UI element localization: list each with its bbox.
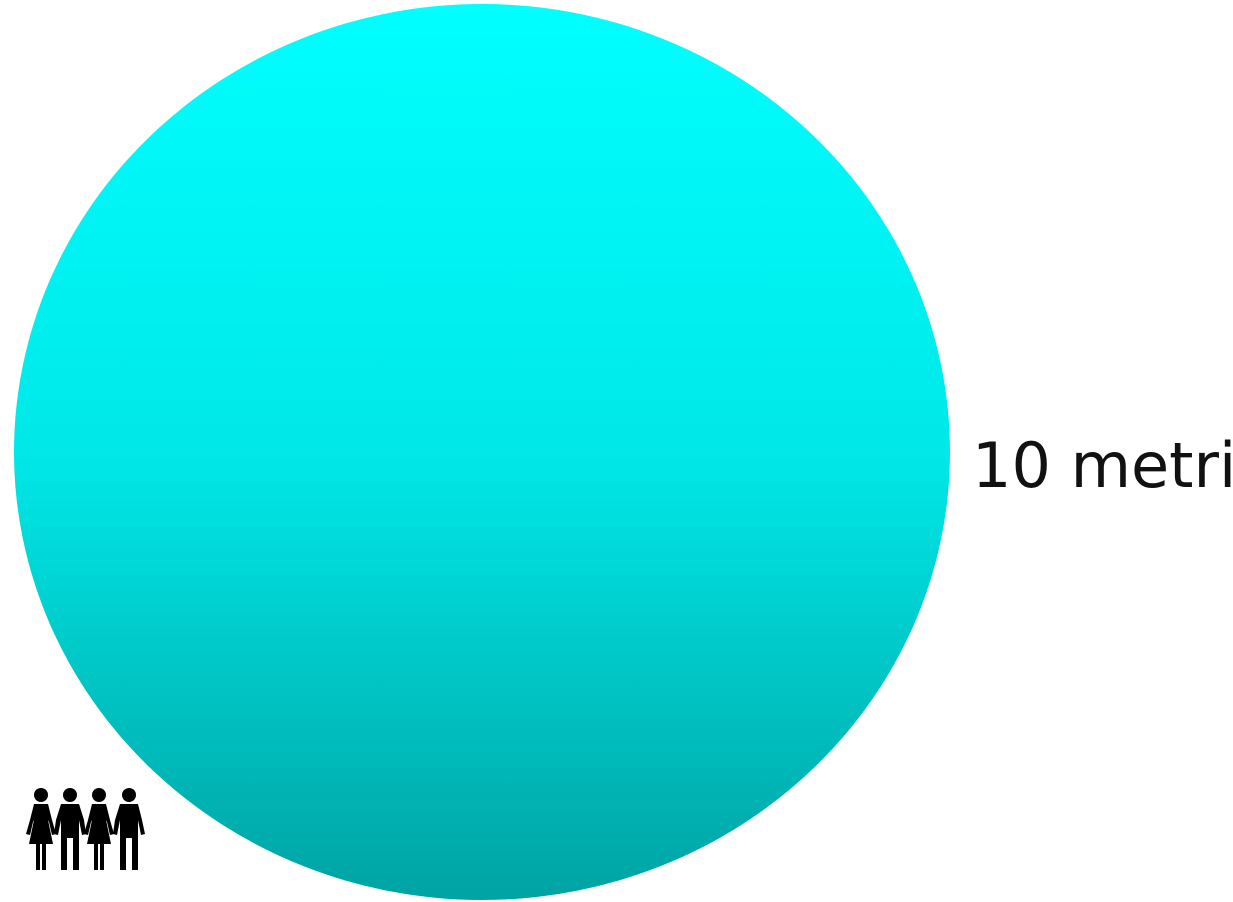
woman-figure-icon	[26, 788, 56, 870]
woman-figure-icon	[84, 788, 114, 870]
man-figure-icon	[113, 788, 145, 870]
people-holding-hands-icon	[22, 786, 152, 876]
man-figure-icon	[54, 788, 86, 870]
scale-label: 10 metri	[972, 429, 1233, 502]
large-cyan-circle	[14, 4, 950, 900]
